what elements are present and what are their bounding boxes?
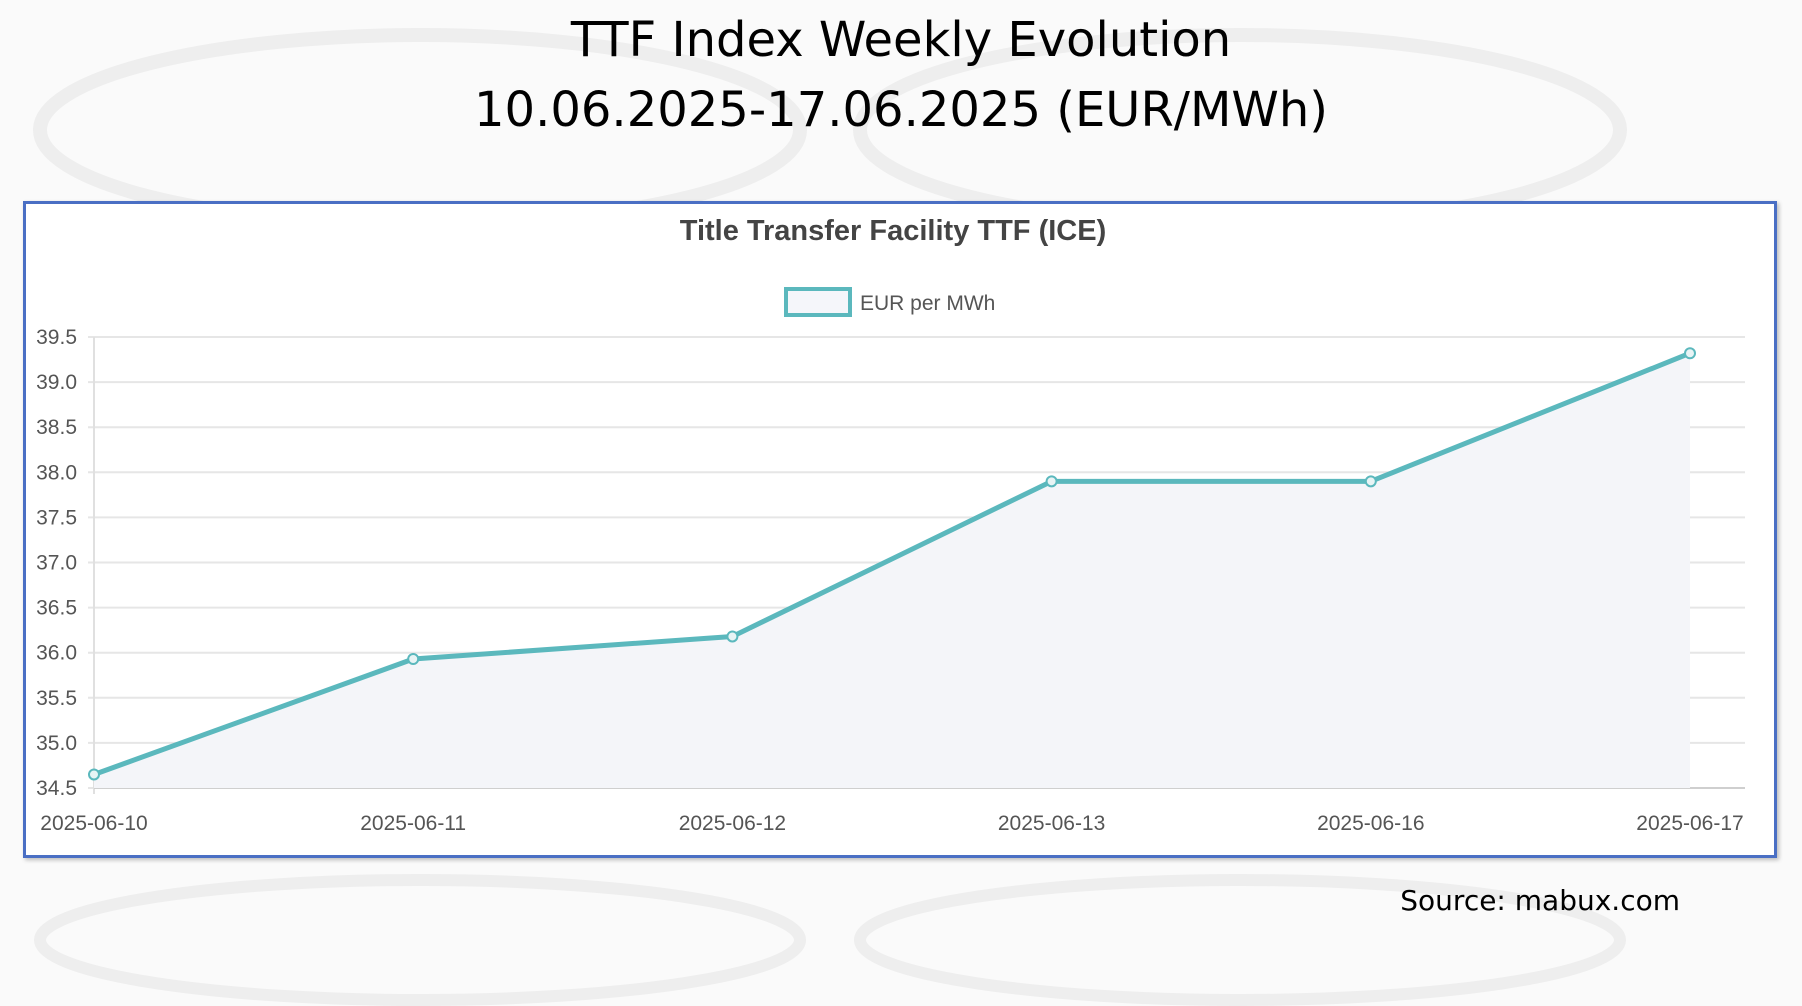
legend-label: EUR per MWh [860,292,995,315]
watermark-swoosh [854,874,1626,1006]
y-tick-label: 35.0 [36,732,77,755]
chart-title: Title Transfer Facility TTF (ICE) [680,215,1107,247]
y-tick-label: 35.5 [36,687,77,710]
y-tick-label: 38.0 [36,461,77,484]
x-tick-label: 2025-06-10 [40,812,147,835]
data-point [1684,347,1696,360]
y-tick-label: 37.5 [36,506,77,529]
data-point [1045,475,1058,488]
x-tick-label: 2025-06-17 [1636,812,1743,835]
y-tick-label: 38.5 [36,416,77,439]
y-tick-label: 39.5 [36,326,77,349]
watermark-swoosh [34,874,806,1006]
data-point [1364,475,1377,488]
x-tick-label: 2025-06-11 [360,812,466,835]
y-tick-label: 36.5 [36,597,77,620]
y-tick-label: 37.0 [36,552,77,575]
source-label: Source: mabux.com [1400,884,1680,917]
y-tick-label: 39.0 [36,371,77,394]
series-area [94,353,1690,788]
series-line [93,350,1691,777]
data-point [407,653,420,666]
page-title: TTF Index Weekly Evolution [570,12,1232,68]
x-tick-label: 2025-06-13 [998,812,1105,835]
data-point [726,630,739,643]
x-tick-label: 2025-06-16 [1317,812,1424,835]
page-subtitle: 10.06.2025-17.06.2025 (EUR/MWh) [474,82,1328,138]
data-point [88,768,100,781]
x-tick-label: 2025-06-12 [679,812,786,835]
y-tick-label: 36.0 [36,642,77,665]
legend-swatch [784,287,852,317]
y-tick-label: 34.5 [36,777,77,800]
